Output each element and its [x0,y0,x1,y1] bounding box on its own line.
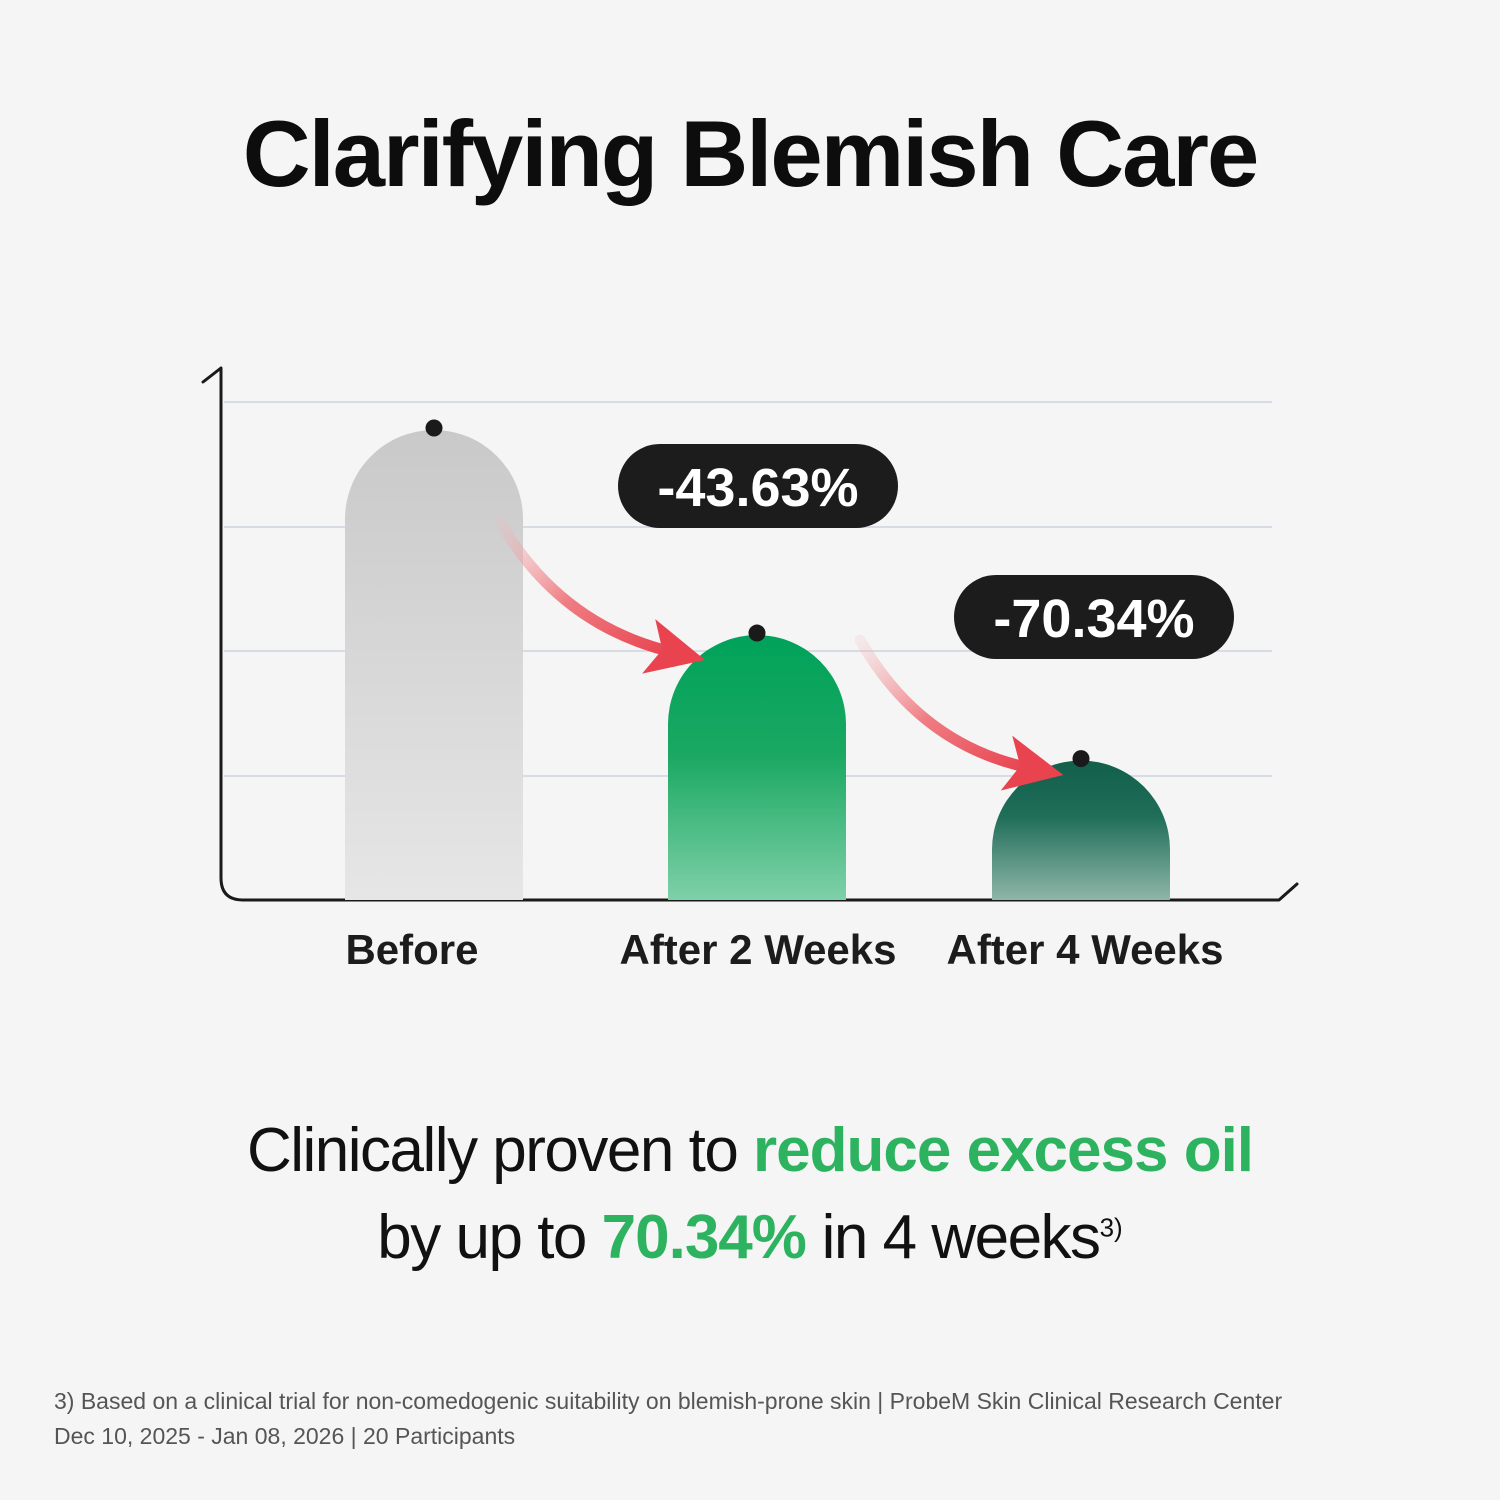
claim-prefix-1: Clinically proven to [246,1116,754,1185]
bar-after-2-weeks [668,635,846,900]
decrease-arrow-2-head [1000,735,1064,791]
claim-highlight-reduce-oil: reduce excess oil [753,1116,1254,1185]
claim-prefix-2: by up to [377,1203,602,1272]
footnote-line-2: Dec 10, 2025 - Jan 08, 2026 | 20 Partici… [54,1423,516,1449]
change-badge-label: -70.34% [993,589,1194,649]
decrease-arrow-1 [494,516,678,658]
claim-line-2: by up to 70.34% in 4 weeks3) [0,1202,1500,1273]
data-point-dot [1072,750,1090,768]
decrease-arrow-2 [854,634,1036,774]
change-badge-label: -43.63% [657,458,858,518]
change-badge [618,444,898,528]
claim-suffix-2: in 4 weeks [805,1203,1101,1272]
footnote-reference: 3) [1099,1212,1123,1243]
chart-axes [201,366,1299,902]
footnote: 3) Based on a clinical trial for non-com… [54,1384,1282,1454]
claim-highlight-percent: 70.34% [601,1203,807,1272]
category-label: After 4 Weeks [946,926,1223,973]
page-title: Clarifying Blemish Care [242,101,1259,206]
data-point-dot [425,419,443,437]
bar-after-4-weeks [992,760,1170,900]
decrease-arrow-1-head [642,619,706,674]
bar-before [345,430,523,900]
change-badge [954,575,1234,659]
category-label: After 2 Weeks [619,926,896,973]
category-label: Before [345,926,478,973]
footnote-line-1: 3) Based on a clinical trial for non-com… [54,1388,1283,1414]
data-point-dot [748,624,766,642]
claim-line-1: Clinically proven to reduce excess oil [0,1115,1500,1186]
